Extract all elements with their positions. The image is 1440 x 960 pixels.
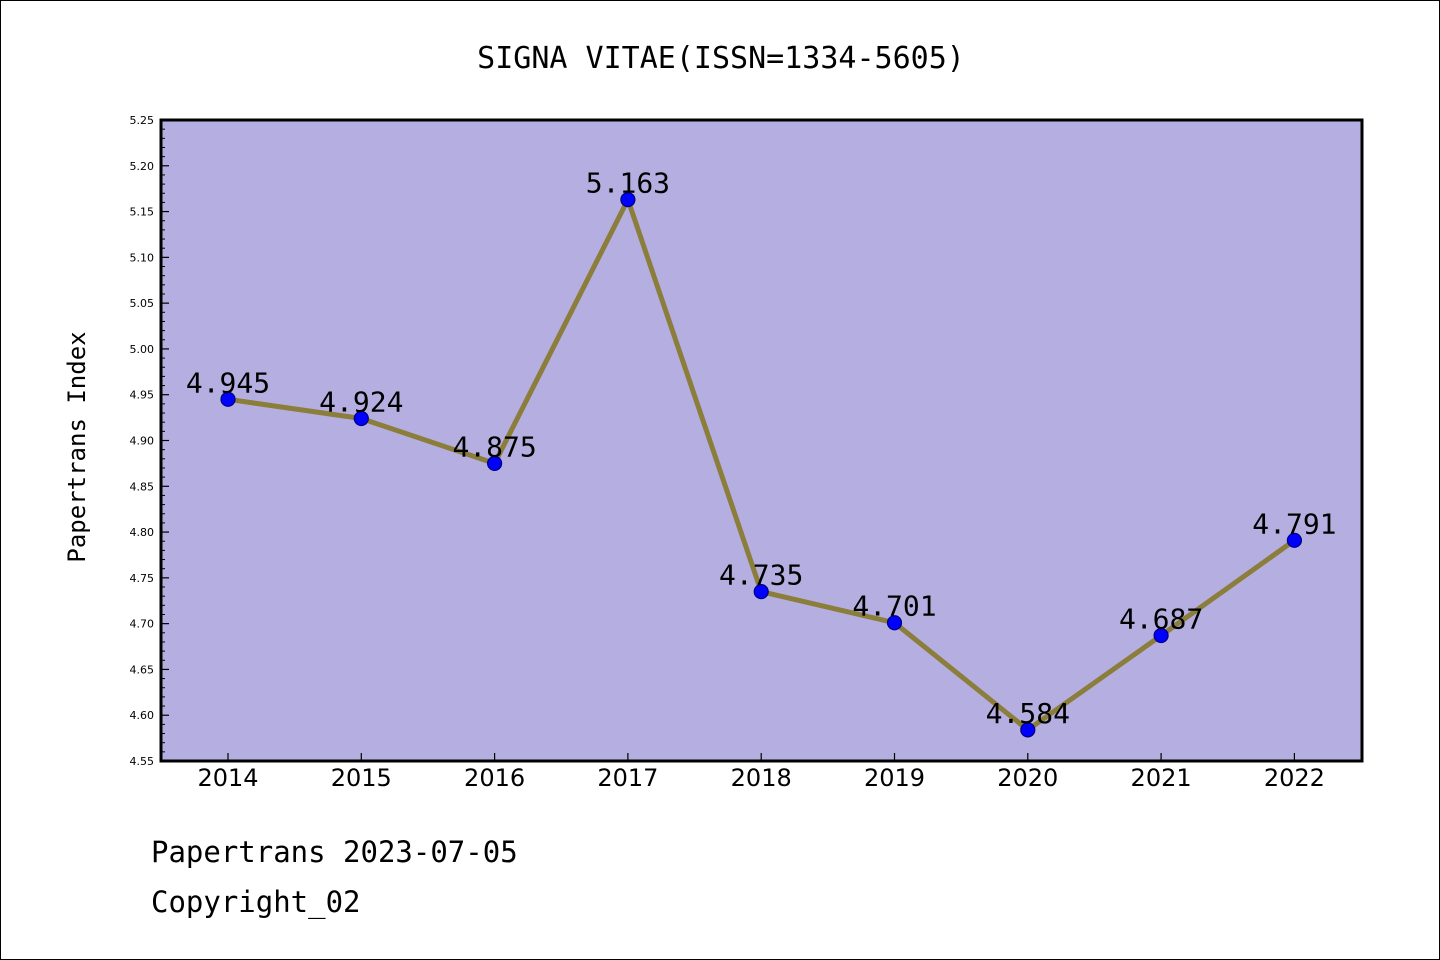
data-point bbox=[1286, 532, 1303, 548]
plot-border bbox=[159, 118, 1364, 763]
y-tick-label: 4.75 bbox=[130, 572, 155, 585]
data-point bbox=[886, 615, 903, 631]
y-tick-label: 4.85 bbox=[130, 480, 155, 493]
y-tick-label: 4.55 bbox=[130, 755, 155, 768]
y-tick-label: 5.25 bbox=[130, 114, 155, 127]
data-point bbox=[620, 192, 636, 208]
data-label: 4.791 bbox=[1252, 507, 1336, 540]
y-tick-label: 5.00 bbox=[130, 343, 155, 356]
data-point bbox=[220, 391, 236, 407]
data-labels: 4.945 4.924 4.875 5.163 4.735 4.701 4.584 4.687… bbox=[186, 167, 1337, 730]
y-tick-label: 4.60 bbox=[130, 709, 155, 722]
x-tick-label: 2015 bbox=[331, 764, 392, 792]
y-tick-label: 5.15 bbox=[130, 206, 155, 219]
y-tick-label: 4.70 bbox=[130, 618, 155, 631]
data-point bbox=[1020, 722, 1036, 738]
data-label: 4.924 bbox=[319, 386, 403, 419]
data-point bbox=[1153, 627, 1169, 644]
footer-date-line: Papertrans 2023-07-05 bbox=[151, 835, 518, 869]
plot-area bbox=[161, 120, 1362, 761]
y-tick-label: 4.65 bbox=[130, 663, 155, 676]
data-label: 4.701 bbox=[852, 590, 936, 623]
data-point bbox=[487, 455, 503, 471]
y-tick-label: 5.10 bbox=[130, 251, 155, 264]
y-tick-label: 4.90 bbox=[130, 435, 155, 448]
x-tick-label: 2022 bbox=[1264, 764, 1325, 792]
data-point bbox=[353, 410, 369, 427]
x-tick-label: 2014 bbox=[197, 764, 258, 792]
x-tick-label: 2016 bbox=[464, 764, 525, 792]
y-tick-label: 4.80 bbox=[130, 526, 155, 539]
data-label: 4.735 bbox=[719, 559, 803, 592]
y-tick-label: 4.95 bbox=[130, 389, 155, 402]
data-label: 4.687 bbox=[1119, 603, 1203, 636]
footer-copyright-line: Copyright_02 bbox=[151, 885, 361, 919]
x-tick-label: 2017 bbox=[597, 764, 658, 792]
y-tick-label: 5.05 bbox=[130, 297, 155, 310]
data-point bbox=[753, 583, 769, 600]
data-label: 4.584 bbox=[986, 697, 1070, 730]
chart-title: SIGNA VITAE(ISSN=1334-5605) bbox=[477, 41, 965, 76]
x-tick-label: 2021 bbox=[1131, 764, 1192, 792]
y-axis-label: Papertrans Index bbox=[63, 331, 91, 562]
x-tick-label: 2018 bbox=[731, 764, 792, 792]
x-tick-label: 2019 bbox=[864, 764, 925, 792]
data-label: 4.945 bbox=[186, 366, 270, 399]
data-label: 5.163 bbox=[586, 167, 670, 200]
y-axis-ticks: 4.55 4.60 4.65 4.70 4.75 4.80 4.85 4.90 4.95 5.00… bbox=[130, 114, 169, 768]
y-tick-label: 5.20 bbox=[130, 160, 155, 173]
data-markers bbox=[220, 192, 1303, 738]
x-tick-label: 2020 bbox=[997, 764, 1058, 792]
data-label: 4.875 bbox=[452, 430, 536, 463]
x-axis-ticks: 2014 2015 2016 2017 2018 2019 2020 2021 2022 bbox=[197, 753, 1325, 792]
